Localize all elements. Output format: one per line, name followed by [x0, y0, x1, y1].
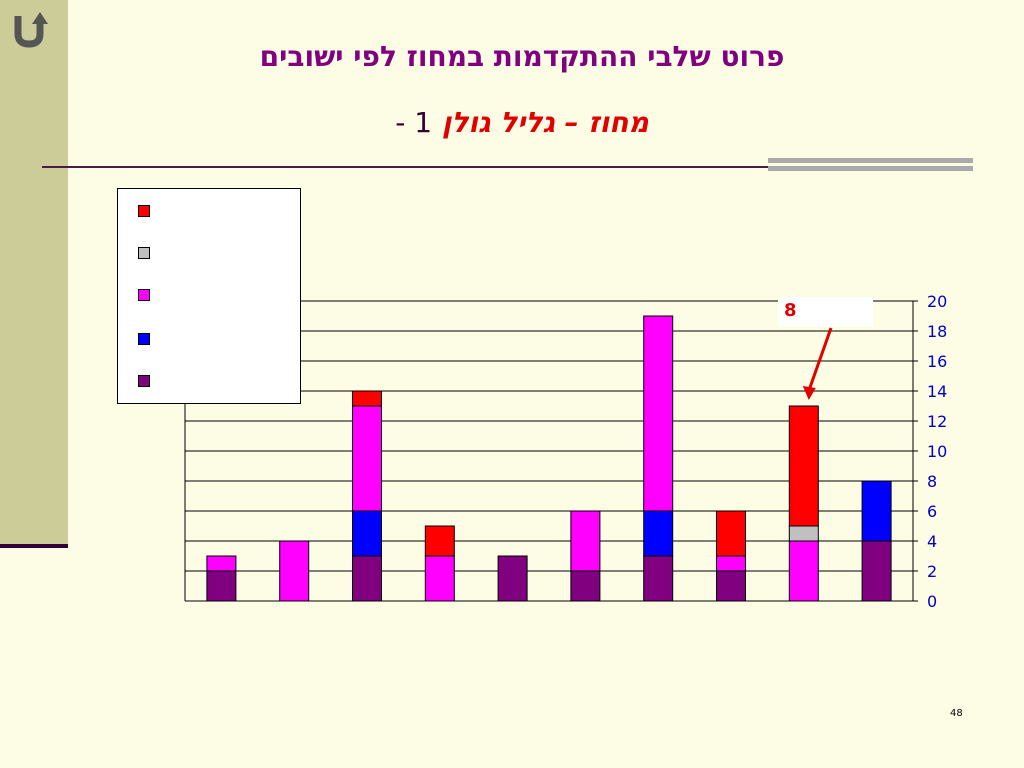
bar-segment [788, 525, 819, 542]
bar-segment [643, 510, 674, 557]
bar-segment [716, 570, 746, 602]
sidebar [0, 0, 68, 546]
y-tick-label: 4 [927, 532, 937, 551]
y-tick-label: 0 [927, 592, 937, 611]
title-divider [42, 166, 972, 168]
annotation-label: 8 [784, 300, 797, 321]
y-tick-label: 10 [927, 442, 947, 461]
y-tick-label: 14 [927, 382, 947, 401]
bar-segment [352, 555, 382, 602]
bar-segment [279, 540, 310, 602]
bar-segment [643, 315, 674, 512]
bar-segment [570, 570, 601, 602]
legend-swatch [138, 247, 150, 259]
legend-swatch [138, 333, 150, 345]
y-tick-label: 2 [927, 562, 937, 581]
slide-subtitle: מחוז – גליל גולן 1 - [70, 106, 974, 139]
bar-segment [352, 390, 382, 407]
bar-segment [352, 405, 382, 512]
bar-segment [643, 555, 674, 602]
bar-segment [497, 555, 528, 602]
legend-swatch [138, 289, 150, 301]
annotation-arrowhead [802, 386, 816, 400]
page-number: 48 [950, 708, 963, 719]
bar-segment [352, 510, 382, 557]
y-tick-label: 16 [927, 352, 947, 371]
annotation-callout: 8 [778, 297, 873, 327]
y-tick-label: 20 [927, 292, 947, 311]
bar-segment [206, 570, 237, 602]
y-tick-label: 12 [927, 412, 947, 431]
bar-segment [788, 540, 819, 602]
bar-segment [788, 405, 819, 527]
slide-title: פרוט שלבי ההתקדמות במחוז לפי ישובים [259, 40, 785, 73]
y-tick-label: 6 [927, 502, 937, 521]
y-tick-label: 18 [927, 322, 947, 341]
y-tick-label: 8 [927, 472, 937, 491]
district-number: 1 - [395, 106, 433, 139]
bar-segment [861, 480, 892, 542]
decorative-bars [768, 158, 973, 180]
u-turn-arrow-icon[interactable] [8, 8, 50, 50]
district-name: מחוז – גליל גולן [441, 106, 649, 139]
chart-legend [117, 188, 301, 404]
sidebar-divider [0, 544, 68, 548]
bar-segment [570, 510, 601, 572]
legend-swatch [138, 375, 150, 387]
bar-segment [716, 555, 746, 572]
bar-segment [424, 555, 455, 602]
bar-segment [206, 555, 237, 572]
annotation-arrow [808, 327, 833, 389]
legend-swatch [138, 205, 150, 217]
bar-segment [424, 525, 455, 557]
bar-segment [861, 540, 892, 602]
bar-segment [716, 510, 746, 557]
